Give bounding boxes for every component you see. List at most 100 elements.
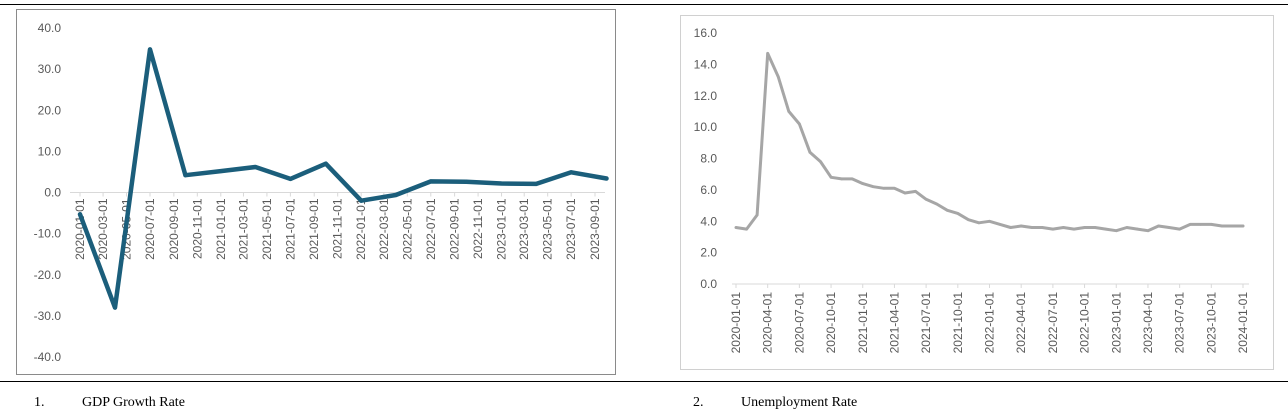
x-tick-label: 2024-01-01 <box>1236 292 1250 354</box>
x-tick-label: 2021-03-01 <box>236 198 250 260</box>
y-tick-label: 12.0 <box>694 89 718 103</box>
gdp-data-point <box>218 169 223 174</box>
caption-gdp: 1. GDP Growth Rate <box>34 395 185 411</box>
y-tick-label: -30.0 <box>34 309 62 323</box>
x-tick-label: 2020-01-01 <box>729 292 743 354</box>
y-tick-label: 30.0 <box>38 62 62 76</box>
x-tick-label: 2020-04-01 <box>761 292 775 354</box>
y-tick-label: 8.0 <box>700 152 717 166</box>
unemployment-data-point <box>1210 223 1213 226</box>
unemployment-data-point <box>1231 224 1234 228</box>
x-tick-label: 2023-09-01 <box>588 198 602 260</box>
unemployment-data-point <box>1178 227 1181 231</box>
x-tick-label: 2021-01-01 <box>856 292 870 354</box>
y-tick-label: -20.0 <box>34 268 62 282</box>
x-tick-label: 2023-04-01 <box>1141 292 1155 354</box>
gdp-growth-plot: 40.0 30.0 20.0 10.0 0.0 -10.0 -20.0 -30.0 -40.0 2… <box>34 21 609 364</box>
x-tick-label: 2022-10-01 <box>1078 292 1092 354</box>
unemployment-data-point <box>914 190 917 193</box>
unemployment-data-point <box>903 191 907 195</box>
gdp-growth-chart: 40.0 30.0 20.0 10.0 0.0 -10.0 -20.0 -30.0 -40.0 2… <box>16 9 616 375</box>
x-tick-label: 2022-07-01 <box>424 198 438 260</box>
x-tick-label: 2023-07-01 <box>1173 292 1187 354</box>
x-tick-label: 2022-07-01 <box>1046 292 1060 354</box>
unemployment-data-point <box>977 221 981 225</box>
unemployment-data-point <box>1104 227 1107 231</box>
unemployment-data-point <box>787 110 791 113</box>
unemployment-data-point <box>1019 224 1023 228</box>
x-tick-label: 2023-07-01 <box>564 198 578 260</box>
unemployment-data-point <box>1072 227 1076 231</box>
x-tick-label: 2021-01-01 <box>214 198 228 260</box>
x-tick-label: 2022-05-01 <box>400 198 414 260</box>
x-tick-label: 2021-10-01 <box>951 292 965 354</box>
gdp-data-point <box>464 179 469 184</box>
gdp-data-point <box>288 176 293 181</box>
y-tick-label: 0.0 <box>44 186 61 200</box>
x-tick-label: 2022-04-01 <box>1014 292 1028 354</box>
x-tick-label: 2020-11-01 <box>190 198 204 259</box>
x-tick-label: 2020-09-01 <box>167 198 181 260</box>
x-tick-label: 2021-07-01 <box>919 292 933 354</box>
y-tick-label: 2.0 <box>700 246 717 260</box>
gdp-data-point <box>183 173 188 178</box>
gdp-data-point <box>604 176 609 181</box>
unemployment-data-point <box>840 177 843 181</box>
x-tick-label: 2023-03-01 <box>517 198 531 260</box>
x-tick-label: 2021-09-01 <box>307 198 321 260</box>
x-tick-label: 2020-01-01 <box>73 198 87 260</box>
unemployment-data-point <box>1146 229 1150 232</box>
unemployment-data-point <box>998 223 1002 226</box>
unemployment-series-line <box>734 51 1245 233</box>
unemployment-data-point <box>967 218 970 221</box>
unemployment-rate-plot: 16.0 14.0 12.0 10.0 8.0 6.0 4.0 2.0 0.0 2020-01-0… <box>694 26 1250 354</box>
unemployment-data-point <box>1030 226 1034 229</box>
x-tick-label: 2023-01-01 <box>1109 292 1123 354</box>
x-tick-label: 2022-11-01 <box>471 198 485 259</box>
unemployment-data-point <box>798 122 801 126</box>
x-tick-label: 2022-01-01 <box>983 292 997 354</box>
unemployment-data-point <box>1167 226 1171 229</box>
unemployment-data-point <box>956 212 960 215</box>
unemployment-data-point <box>1157 224 1160 228</box>
y-tick-label: 16.0 <box>694 26 718 40</box>
unemployment-rate-chart: 16.0 14.0 12.0 10.0 8.0 6.0 4.0 2.0 0.0 2020-01-0… <box>680 15 1274 370</box>
x-tick-label: 2022-09-01 <box>448 198 462 260</box>
y-tick-label: 6.0 <box>700 183 717 197</box>
x-tick-label: 2022-01-01 <box>354 198 368 260</box>
x-tick-label: 2023-10-01 <box>1204 292 1218 354</box>
unemployment-data-point <box>1051 227 1055 231</box>
y-tick-label: 20.0 <box>38 103 62 117</box>
unemployment-data-point <box>808 150 812 154</box>
gdp-data-point <box>569 170 574 175</box>
unemployment-data-point <box>1220 224 1224 228</box>
unemployment-data-point <box>819 160 822 163</box>
unemployment-data-point <box>829 176 833 179</box>
x-tick-label: 2022-03-01 <box>377 198 391 260</box>
y-tick-label: 4.0 <box>700 214 717 228</box>
y-tick-label: -40.0 <box>34 350 62 364</box>
unemployment-data-point <box>1114 229 1118 232</box>
unemployment-data-point <box>1199 223 1203 226</box>
unemployment-data-point <box>850 177 854 181</box>
unemployment-data-point <box>882 187 886 190</box>
unemployment-data-point <box>745 227 748 231</box>
unemployment-data-point <box>766 52 769 55</box>
gdp-data-point <box>499 181 504 186</box>
caption-text: GDP Growth Rate <box>82 395 185 410</box>
x-tick-label: 2021-11-01 <box>331 198 345 259</box>
gdp-data-point <box>428 179 433 184</box>
y-tick-label: 40.0 <box>38 21 62 35</box>
y-tick-label: -10.0 <box>34 227 62 241</box>
unemployment-data-point <box>861 182 865 185</box>
x-tick-label: 2020-07-01 <box>143 198 157 260</box>
gdp-data-point <box>323 161 328 166</box>
gdp-data-point <box>113 305 117 310</box>
unemployment-data-point <box>872 185 875 189</box>
unemployment-data-point <box>755 213 759 217</box>
gdp-data-point <box>78 212 82 217</box>
unemployment-data-point <box>1009 226 1012 229</box>
unemployment-data-point <box>935 202 938 206</box>
gdp-data-point <box>253 165 258 170</box>
x-tick-label: 2023-01-01 <box>495 198 509 260</box>
